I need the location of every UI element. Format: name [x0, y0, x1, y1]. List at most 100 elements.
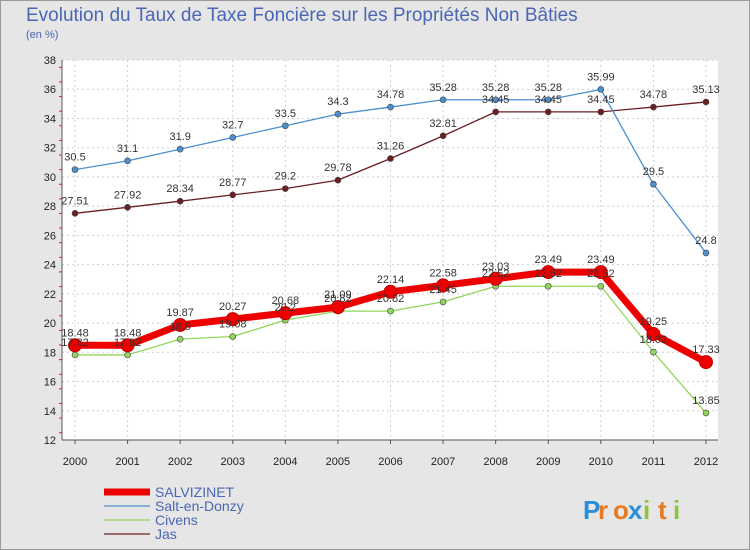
point-salvizinet	[120, 338, 135, 353]
logo-letter: t	[658, 495, 667, 525]
point-salt-en-donzy	[71, 166, 79, 173]
logo-letter: i	[643, 495, 650, 525]
x-tick-label: 2010	[589, 456, 613, 468]
y-tick-label: 38	[44, 55, 56, 67]
data-label-salt-en-donzy: 35.28	[429, 82, 457, 94]
point-salt-en-donzy	[597, 86, 605, 93]
point-salvizinet	[68, 338, 82, 353]
data-label-salvizinet: 18.48	[61, 327, 89, 339]
data-label-salt-en-donzy: 33.5	[275, 108, 296, 120]
data-label-civens: 22.52	[534, 268, 562, 280]
data-label-salt-en-donzy: 32.7	[222, 119, 243, 131]
data-label-salvizinet: 19.87	[166, 307, 194, 319]
series-group	[68, 86, 713, 417]
point-salvizinet	[278, 306, 293, 321]
point-jas	[544, 108, 552, 116]
point-salt-en-donzy	[387, 103, 394, 111]
point-jas	[439, 132, 447, 140]
data-label-salvizinet: 23.49	[587, 254, 615, 266]
point-salvizinet	[383, 284, 398, 299]
data-label-jas: 27.51	[61, 195, 89, 207]
data-label-salt-en-donzy: 35.99	[587, 71, 615, 83]
data-label-salt-en-donzy: 34.3	[327, 96, 348, 108]
point-civens	[71, 351, 79, 359]
data-label-salt-en-donzy: 30.5	[64, 152, 85, 164]
data-label-salt-en-donzy: 24.8	[695, 235, 716, 247]
x-tick-label: 2004	[273, 456, 297, 468]
grid	[62, 59, 718, 441]
data-label-salt-en-donzy: 29.5	[643, 166, 664, 178]
data-label-salvizinet: 21.09	[324, 289, 352, 301]
point-jas	[229, 191, 237, 199]
x-tick-label: 2011	[642, 456, 666, 468]
data-label-jas: 31.26	[377, 141, 405, 153]
data-label-salvizinet: 22.58	[429, 267, 457, 279]
data-label-salvizinet: 22.14	[377, 274, 405, 286]
data-label-civens: 20.2	[275, 302, 296, 314]
point-salt-en-donzy	[229, 134, 237, 141]
point-jas	[492, 108, 499, 116]
data-label-salvizinet: 23.49	[534, 254, 562, 266]
proxiti-logo: Pr o x i t i	[583, 495, 680, 525]
x-tick-label: 2002	[168, 456, 192, 468]
y-tick-label: 28	[44, 201, 56, 213]
point-salvizinet	[593, 265, 608, 280]
data-label-salvizinet: 20.68	[272, 295, 300, 307]
data-label-civens: 18.02	[640, 334, 668, 346]
logo-letter: i	[673, 495, 680, 525]
y-tick-label: 12	[44, 435, 56, 447]
point-jas	[387, 155, 394, 162]
legend-label-salt-en-donzy: Salt-en-Donzy	[155, 498, 244, 514]
point-civens	[439, 298, 447, 306]
data-label-jas: 34.78	[640, 89, 668, 101]
chart-subtitle: (en %)	[26, 29, 59, 41]
y-tick-label: 24	[44, 260, 56, 272]
point-salvizinet	[699, 355, 713, 370]
x-tick-label: 2003	[221, 456, 245, 468]
point-salvizinet	[646, 327, 661, 342]
data-label-jas: 27.92	[114, 189, 142, 201]
point-salt-en-donzy	[439, 96, 447, 104]
data-label-salvizinet: 19.25	[640, 316, 668, 328]
point-salt-en-donzy	[492, 96, 499, 104]
data-label-jas: 34.45	[587, 94, 615, 106]
y-tick-label: 16	[44, 377, 56, 389]
y-tick-label: 36	[44, 84, 56, 96]
axes: 12 14 16 18 20 22 24 26 28 30 32 34 36 38 2000 2001 2002…	[44, 55, 718, 468]
point-salt-en-donzy	[544, 96, 552, 104]
x-tick-label: 2005	[326, 456, 350, 468]
data-label-salvizinet: 23.03	[482, 261, 510, 273]
data-label-civens: 22.52	[587, 268, 615, 280]
point-jas	[282, 185, 289, 192]
x-tick-label: 2007	[431, 456, 455, 468]
point-jas	[124, 204, 131, 211]
point-salt-en-donzy	[650, 180, 657, 188]
data-label-civens: 13.85	[692, 395, 720, 407]
point-jas	[176, 197, 184, 205]
data-label-jas: 29.2	[275, 171, 296, 183]
point-jas	[597, 108, 605, 116]
legend-label-salvizinet: SALVIZINET	[155, 484, 235, 500]
point-salvizinet	[436, 278, 451, 293]
point-salvizinet	[225, 312, 240, 327]
data-label-jas: 35.13	[692, 84, 720, 96]
legend-label-jas: Jas	[155, 526, 177, 542]
y-tick-label: 14	[44, 406, 56, 418]
point-salt-en-donzy	[702, 249, 710, 257]
point-civens	[387, 307, 394, 315]
data-label-salt-en-donzy: 35.28	[534, 82, 562, 94]
point-jas	[334, 176, 342, 184]
y-tick-label: 32	[44, 143, 56, 155]
logo-letter: r	[598, 495, 608, 525]
data-label-civens: 20.82	[377, 293, 405, 305]
data-label-salvizinet: 20.27	[219, 301, 247, 313]
data-label-civens: 20.82	[324, 293, 352, 305]
data-label-salvizinet: 17.33	[692, 344, 720, 356]
data-label-salt-en-donzy: 31.9	[169, 131, 190, 143]
data-label-jas: 34.45	[534, 94, 562, 106]
point-salvizinet	[488, 271, 503, 286]
chart-title: Evolution du Taux de Taxe Foncière sur l…	[26, 5, 578, 26]
data-label-jas: 28.34	[166, 183, 194, 195]
logo-letter: o	[613, 495, 629, 525]
